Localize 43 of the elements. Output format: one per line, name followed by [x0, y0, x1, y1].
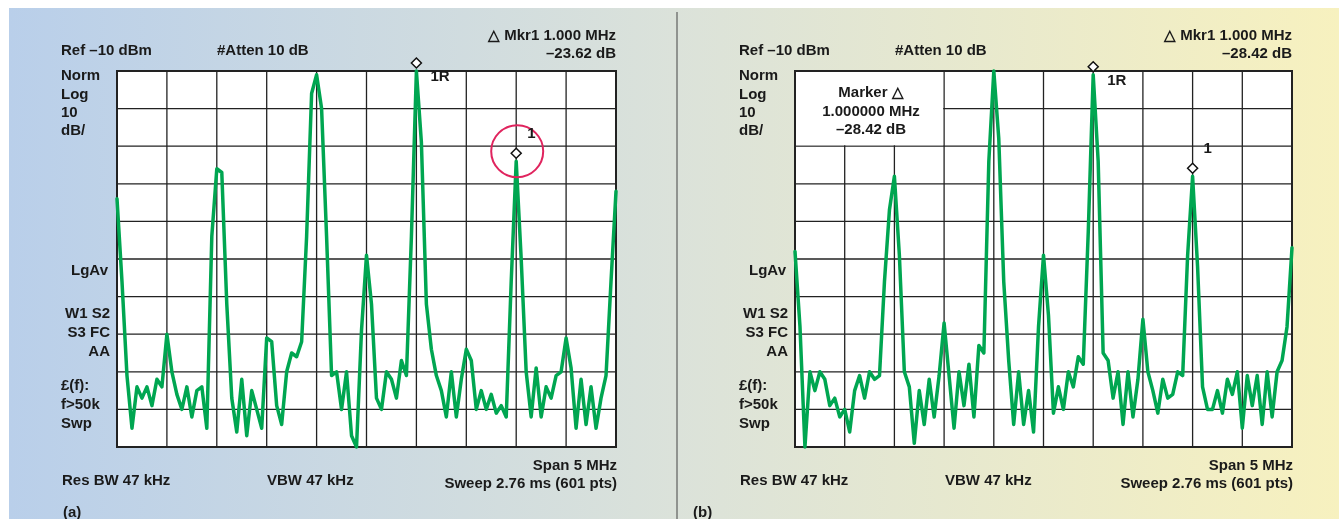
text: Swp — [739, 414, 770, 431]
text: AA — [766, 342, 789, 359]
text: f>50k — [739, 395, 779, 412]
annotation: 1.000000 MHz — [822, 102, 920, 119]
text: –23.62 dB — [545, 44, 617, 61]
text: VBW 47 kHz — [267, 471, 354, 488]
text: S3 FC — [745, 323, 789, 340]
text: Swp — [61, 414, 92, 431]
text: #Atten 10 dB — [217, 41, 309, 58]
text: LgAv — [749, 261, 787, 278]
text: #Atten 10 dB — [895, 41, 987, 58]
text: Norm — [739, 66, 779, 83]
text: S3 FC — [67, 323, 111, 340]
text: £(f): — [61, 376, 90, 393]
text: dB/ — [739, 121, 764, 138]
annotation: –28.42 dB — [835, 120, 907, 137]
text: Sweep 2.76 ms (601 pts) — [1120, 474, 1293, 491]
text: Norm — [61, 66, 101, 83]
annotation: 1R — [1107, 70, 1127, 88]
text: △ Mkr1 1.000 MHz — [1163, 26, 1292, 43]
text: AA — [88, 342, 111, 359]
text: –28.42 dB — [1221, 44, 1293, 61]
text: Res BW 47 kHz — [740, 471, 849, 488]
text: LgAv — [71, 261, 109, 278]
text: △ Mkr1 1.000 MHz — [487, 26, 616, 43]
text: Span 5 MHz — [532, 456, 617, 473]
text: VBW 47 kHz — [945, 471, 1032, 488]
text: W1 S2 — [742, 304, 788, 321]
text: Span 5 MHz — [1208, 456, 1293, 473]
text: f>50k — [61, 395, 101, 412]
text: Ref –10 dBm — [739, 41, 830, 58]
annotation: 1R — [430, 67, 450, 84]
text: dB/ — [61, 121, 86, 138]
text: Log — [739, 85, 767, 102]
text: Res BW 47 kHz — [62, 471, 171, 488]
text: Ref –10 dBm — [61, 41, 152, 58]
text: 10 — [739, 103, 756, 120]
text: W1 S2 — [64, 304, 110, 321]
text: 10 — [61, 103, 78, 120]
text: Sweep 2.76 ms (601 pts) — [444, 474, 617, 491]
text: £(f): — [739, 376, 768, 393]
annotation: Marker △ — [838, 83, 904, 100]
text: Log — [61, 85, 89, 102]
